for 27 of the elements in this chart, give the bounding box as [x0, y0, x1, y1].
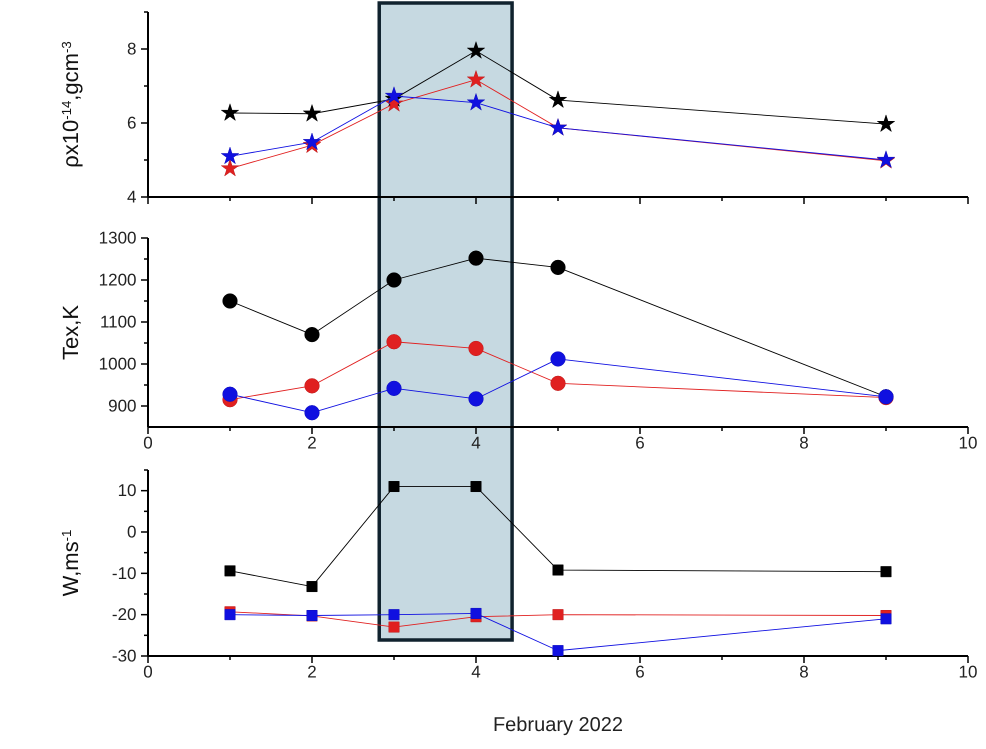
x-tick-label: 4	[471, 662, 481, 682]
y-tick-label: 1100	[100, 312, 136, 332]
x-tick-label: 8	[799, 662, 809, 682]
x-tick-label: 8	[799, 434, 809, 453]
y-tick-label: 1300	[98, 228, 136, 248]
x-tick-label: 2	[307, 434, 317, 453]
x-tick-label: 2	[307, 662, 317, 682]
x-tick-label: 10	[958, 662, 978, 682]
y-axis-title: Tex,K	[58, 304, 83, 360]
y-tick-label: 8	[127, 39, 136, 58]
y-tick-label: 10	[118, 481, 136, 500]
y-tick-label: 4	[127, 187, 136, 206]
x-tick-label: 4	[471, 434, 481, 453]
x-tick-label: 6	[635, 434, 645, 453]
y-tick-label: 1000	[98, 354, 136, 374]
y-tick-label: -10	[112, 564, 136, 583]
x-tick-label: 6	[635, 662, 645, 682]
x-tick-label: 10	[958, 434, 978, 453]
y-tick-label: -20	[112, 605, 136, 624]
y-tick-label: 900	[108, 396, 136, 416]
x-axis-title: February 2022	[492, 714, 624, 736]
x-tick-label: 0	[143, 434, 153, 453]
y-tick-label: 0	[127, 522, 136, 542]
x-tick-label: 0	[143, 662, 153, 682]
y-tick-label: 6	[127, 113, 136, 132]
y-tick-label: -30	[112, 646, 136, 666]
y-tick-label: 1200	[98, 270, 136, 290]
